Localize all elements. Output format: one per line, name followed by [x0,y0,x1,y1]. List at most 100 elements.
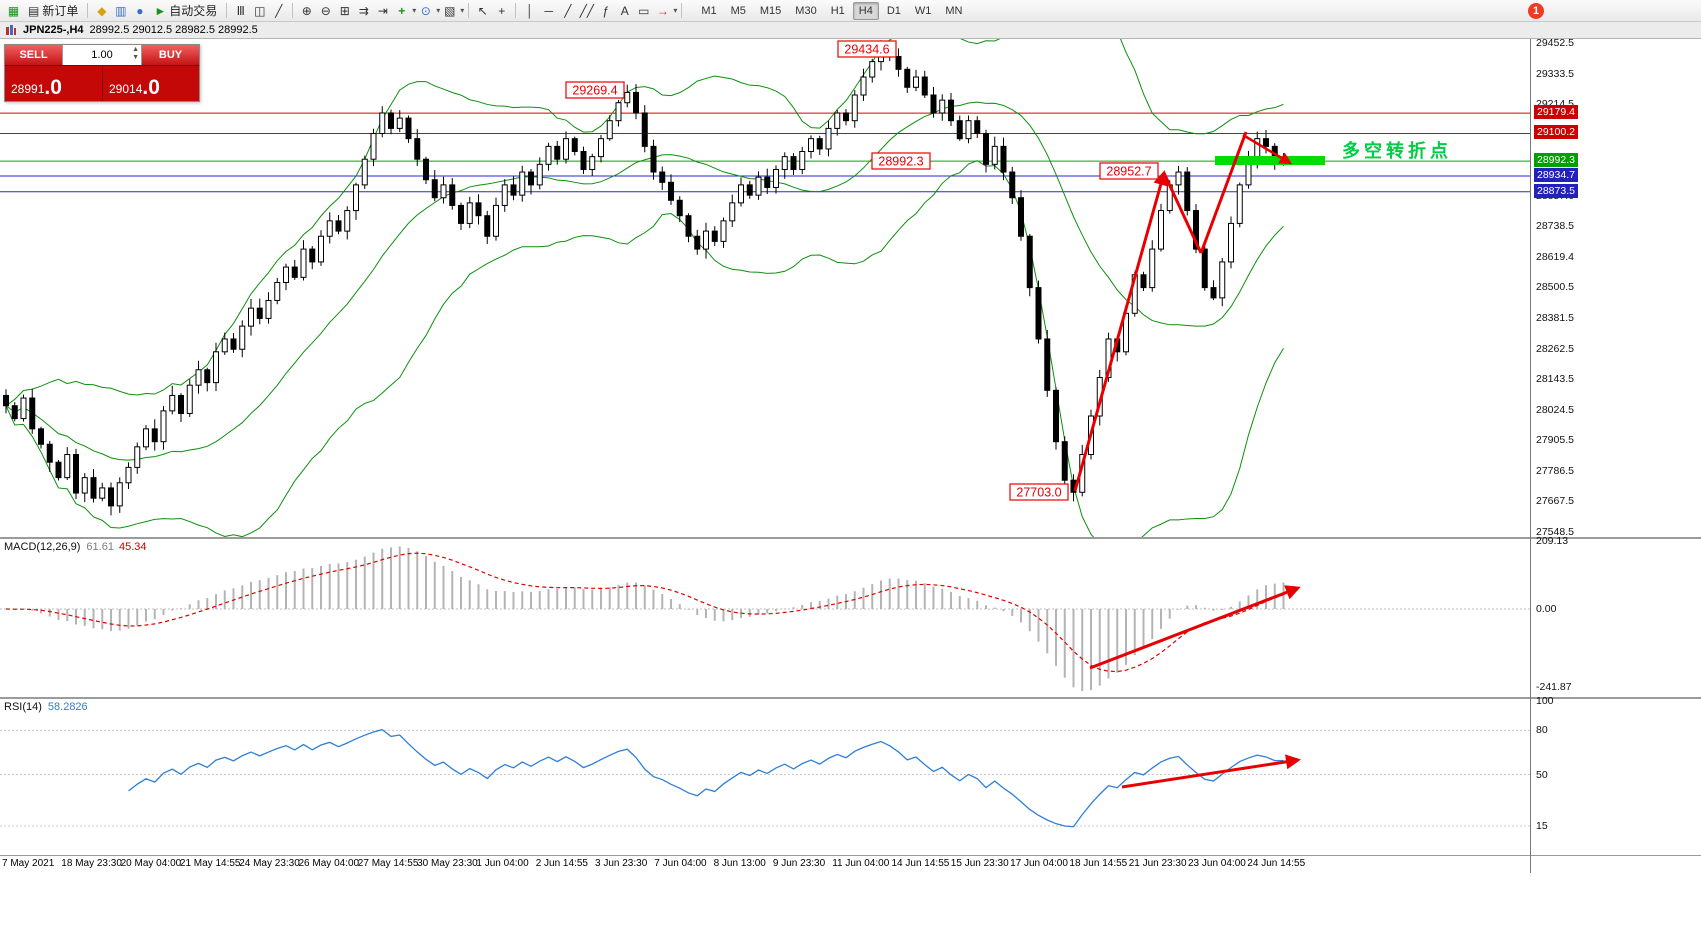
toolbar: ▦ ▤ 新订单 ◆ ▥ ● ► 自动交易 Ⅲ ◫ ╱ ⊕ ⊖ ⊞ ⇉ ⇥ + ▾ … [0,0,1701,22]
chart-shift-icon[interactable]: ⇥ [377,3,388,18]
time-label: 2 Jun 14:55 [535,858,588,869]
new-chart-icon[interactable]: ▦ [7,3,20,18]
price-axis[interactable]: 29452.529333.529214.528857.628738.528619… [1533,37,1701,873]
text-tool-icon[interactable]: A [620,3,629,18]
volume-spinner[interactable]: ▲ ▼ [132,46,139,61]
price-tag-28992.3[interactable]: 28992.3 [871,152,931,170]
price-badge-29179.4: 29179.4 [1534,105,1578,120]
candles [3,40,1287,516]
cursor-icon[interactable]: ↖ [477,3,488,18]
macd-histogram [13,546,1285,691]
label-tool-icon[interactable]: ▭ [638,3,650,18]
sell-button[interactable]: SELL [5,45,62,65]
templates-icon[interactable]: ▧ [444,3,456,18]
sell-price-frac: .0 [44,76,62,99]
price-tick: 29452.5 [1536,37,1574,49]
macd-tick: 0.00 [1536,603,1557,615]
rsi-panel[interactable] [0,699,1530,855]
timeframe-m1[interactable]: M1 [701,4,717,17]
timeframe-m5[interactable]: M5 [730,4,746,17]
time-label: 15 Jun 23:30 [950,858,1009,869]
bar-chart-icon[interactable]: Ⅲ [236,3,245,18]
tile-windows-icon[interactable]: ⊞ [339,3,350,18]
periods-caret-icon[interactable]: ▾ [436,6,441,15]
price-tick: 29333.5 [1536,67,1574,80]
time-axis[interactable]: 7 May 2021 18 May 23:30 20 May 04:00 21 May… [0,856,1530,873]
trend-arrow-2[interactable] [1162,172,1203,254]
price-tick: 27905.5 [1536,434,1574,447]
timeframe-m15[interactable]: M15 [759,4,782,17]
panel-separator[interactable] [0,855,1701,856]
macd-trend-arrow[interactable] [1089,585,1301,670]
auto-scroll-icon[interactable]: ⇉ [358,3,369,18]
price-tag-29434.6[interactable]: 29434.6 [837,40,897,58]
vertical-line-icon[interactable]: │ [526,3,534,18]
timeframe-h1[interactable]: H1 [830,4,845,17]
time-label: 18 Jun 14:55 [1069,858,1128,869]
channel-icon[interactable]: ╱╱ [579,3,595,18]
crosshair-icon[interactable]: + [498,3,506,18]
price-tick: 28262.5 [1536,342,1574,355]
indicators-caret-icon[interactable]: ▾ [412,6,417,15]
arrows-tool-icon[interactable]: → [656,3,669,18]
data-window-icon[interactable]: ▥ [115,3,127,18]
rsi-trend-arrow[interactable] [1121,754,1301,789]
auto-trading-button[interactable]: ► 自动交易 [149,2,222,20]
trendline-icon[interactable]: ╱ [564,3,572,18]
main-chart[interactable]: 29434.6 29269.4 28992.3 28952.7 27703.0 多空转折点 [0,39,1530,537]
new-order-button[interactable]: ▤ 新订单 [23,2,83,20]
zoom-out-icon[interactable]: ⊖ [320,3,331,18]
price-tag-27703.0[interactable]: 27703.0 [1009,483,1069,501]
sell-price-button[interactable]: 28991 .0 [5,66,102,101]
rsi-tick: 100 [1536,695,1554,707]
macd-panel[interactable] [0,539,1530,697]
price-axis-border [1530,39,1531,873]
price-tag-28952.7[interactable]: 28952.7 [1099,162,1159,180]
timeframe-m30[interactable]: M30 [795,4,817,17]
arrows-caret-icon[interactable]: ▾ [673,6,678,15]
support-zone-highlight[interactable] [1215,156,1325,165]
trend-arrow-4[interactable] [1242,133,1293,165]
notification-badge[interactable]: 1 [1528,3,1544,19]
bollinger-upper[interactable] [5,39,1284,407]
indicators-add-icon[interactable]: + [398,3,406,18]
bollinger-lower[interactable] [5,160,1284,537]
time-label: 17 Jun 04:00 [1010,858,1068,869]
bollinger-middle[interactable] [5,101,1284,461]
panel-separator[interactable] [0,537,1701,539]
time-label: 14 Jun 14:55 [891,858,950,869]
time-label: 3 Jun 23:30 [595,858,648,869]
rsi-tick: 15 [1536,819,1548,832]
toolbar-separator [468,3,470,18]
annotation-turning-point[interactable]: 多空转折点 [1342,140,1452,161]
trend-arrow-1[interactable] [1073,170,1168,492]
price-tick: 28143.5 [1536,373,1574,386]
price-badge-28934.7: 28934.7 [1534,167,1578,182]
volume-input[interactable]: 1.00 ▲ ▼ [62,45,142,65]
timeframe-h4[interactable]: H4 [852,1,879,20]
templates-caret-icon[interactable]: ▾ [460,6,465,15]
timeframe-w1[interactable]: W1 [914,4,932,17]
buy-button[interactable]: BUY [142,45,199,65]
navigator-icon[interactable]: ● [136,3,144,18]
trend-arrow-3[interactable] [1199,131,1248,254]
line-chart-icon[interactable]: ╱ [275,3,283,18]
zoom-in-icon[interactable]: ⊕ [301,3,312,18]
periods-icon[interactable]: ⊙ [420,3,431,18]
fibonacci-icon[interactable]: ƒ [602,3,610,18]
candle-chart-icon[interactable]: ◫ [254,3,266,18]
price-tag-29269.4[interactable]: 29269.4 [565,81,625,99]
rsi-tick: 80 [1536,724,1548,737]
chart-tab[interactable]: JPN225-,H4 28992.5 29012.5 28982.5 28992… [0,22,1701,39]
horizontal-line-icon[interactable]: ─ [544,3,554,18]
rsi-name: RSI(14) [4,701,42,713]
auto-trading-label: 自动交易 [169,4,218,18]
timeframe-d1[interactable]: D1 [886,4,901,17]
panel-separator[interactable] [0,697,1701,699]
market-watch-icon[interactable]: ◆ [97,3,107,18]
buy-price-button[interactable]: 29014 .0 [102,66,199,101]
time-label: 7 May 2021 [2,858,55,869]
time-label: 9 Jun 23:30 [772,858,826,869]
symbol-ohlc: 28992.5 29012.5 28982.5 28992.5 [89,24,258,36]
timeframe-mn[interactable]: MN [945,4,963,17]
